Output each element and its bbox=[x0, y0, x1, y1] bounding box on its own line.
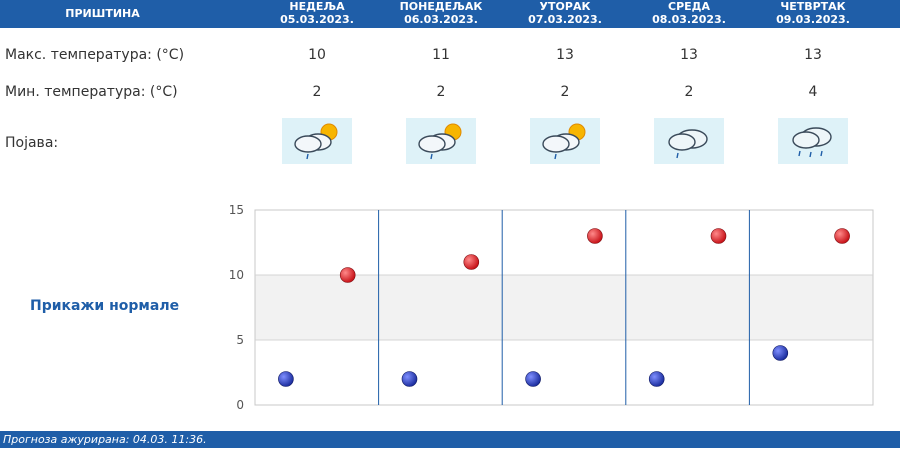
day-column-2: ПОНЕДЕЉАК 06.03.2023. bbox=[379, 0, 503, 28]
max-temp-value: 11 bbox=[432, 47, 450, 63]
day-date: 09.03.2023. bbox=[776, 13, 850, 26]
max-temp-point bbox=[710, 228, 727, 244]
max-temp-value: 13 bbox=[680, 47, 698, 63]
min-temp-point bbox=[772, 345, 789, 361]
day-name: ПОНЕДЕЉАК bbox=[399, 0, 483, 13]
day-column-1: НЕДЕЉА 05.03.2023. bbox=[255, 0, 379, 28]
min-temp-point bbox=[278, 371, 294, 387]
min-temp-point bbox=[648, 371, 665, 387]
day-date: 08.03.2023. bbox=[652, 13, 726, 26]
min-temp-value: 2 bbox=[560, 84, 570, 100]
normal-range-band bbox=[255, 275, 873, 340]
partly-cloudy-light-rain-icon bbox=[406, 118, 476, 164]
y-tick-label: 0 bbox=[236, 398, 244, 412]
day-date: 07.03.2023. bbox=[528, 13, 602, 26]
max-temp-value: 10 bbox=[308, 47, 326, 63]
min-temp-value: 2 bbox=[436, 84, 446, 100]
partly-cloudy-light-rain-icon bbox=[282, 118, 352, 164]
min-temp-point bbox=[401, 371, 418, 387]
cloud-rain-icon bbox=[778, 118, 848, 164]
show-normals-link[interactable]: Прикажи нормале bbox=[30, 298, 180, 314]
max-temp-value: 13 bbox=[804, 47, 822, 63]
cloud-light-rain-icon bbox=[654, 118, 724, 164]
day-name: НЕДЕЉА bbox=[289, 0, 345, 13]
max-temp-point bbox=[834, 228, 850, 244]
day-name: СРЕДА bbox=[668, 0, 710, 13]
y-tick-label: 5 bbox=[236, 333, 244, 347]
max-temp-label: Макс. температура: (°C) bbox=[5, 47, 185, 63]
max-temp-point bbox=[339, 267, 356, 283]
y-tick-label: 10 bbox=[229, 268, 244, 282]
day-date: 05.03.2023. bbox=[280, 13, 354, 26]
min-temp-value: 4 bbox=[808, 84, 818, 100]
max-temp-point bbox=[463, 254, 480, 270]
city-name: ПРИШТИНА bbox=[65, 7, 140, 20]
max-temp-value: 13 bbox=[556, 47, 574, 63]
y-tick-label: 15 bbox=[229, 203, 244, 217]
day-name: ЧЕТВРТАК bbox=[780, 0, 846, 13]
day-column-5: ЧЕТВРТАК 09.03.2023. bbox=[751, 0, 875, 28]
min-temp-label: Мин. температура: (°C) bbox=[5, 84, 178, 100]
temperature-chart: 0 5 10 15 bbox=[229, 203, 874, 412]
min-temp-point bbox=[525, 371, 541, 387]
phenomenon-label: Појава: bbox=[5, 135, 59, 151]
forecast-updated: Прогноза ажурирана: 04.03. 11:36. bbox=[0, 431, 900, 448]
day-column-3: УТОРАК 07.03.2023. bbox=[503, 0, 627, 28]
min-temp-value: 2 bbox=[684, 84, 694, 100]
partly-cloudy-light-rain-icon bbox=[530, 118, 600, 164]
day-column-4: СРЕДА 08.03.2023. bbox=[627, 0, 751, 28]
forecast-header: ПРИШТИНА НЕДЕЉА 05.03.2023. ПОНЕДЕЉАК 06… bbox=[0, 0, 900, 28]
max-temp-point bbox=[587, 228, 603, 244]
min-temp-value: 2 bbox=[312, 84, 322, 100]
day-date: 06.03.2023. bbox=[404, 13, 478, 26]
day-name: УТОРАК bbox=[539, 0, 591, 13]
